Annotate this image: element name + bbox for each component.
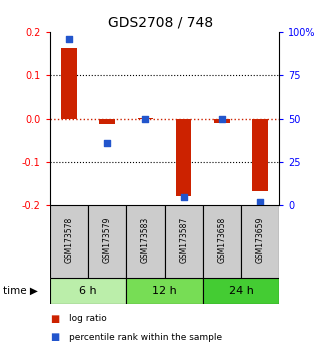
Bar [253,119,268,192]
Bar [50,278,126,304]
Bar [88,205,126,278]
Point [66,36,72,42]
Text: log ratio: log ratio [69,314,107,323]
Point [257,199,263,205]
Bar [126,205,164,278]
Bar [214,119,230,123]
Bar [126,278,203,304]
Bar [100,119,115,124]
Point [143,116,148,121]
Text: 12 h: 12 h [152,286,177,296]
Bar [138,118,153,119]
Text: GSM173659: GSM173659 [256,217,265,263]
Point [105,140,110,146]
Bar [164,205,203,278]
Point [219,116,224,121]
Text: GSM173658: GSM173658 [217,217,226,263]
Text: GSM173587: GSM173587 [179,217,188,263]
Text: GSM173578: GSM173578 [65,217,74,263]
Point [181,194,186,200]
Bar [241,205,279,278]
Bar [61,48,76,119]
Text: percentile rank within the sample: percentile rank within the sample [69,332,222,342]
Text: ■: ■ [50,332,59,342]
Text: ■: ■ [50,314,59,324]
Text: GDS2708 / 748: GDS2708 / 748 [108,16,213,30]
Text: time ▶: time ▶ [3,286,38,296]
Bar [203,278,279,304]
Text: 6 h: 6 h [79,286,97,296]
Bar [203,205,241,278]
Text: GSM173579: GSM173579 [103,217,112,263]
Bar [176,119,191,196]
Text: 24 h: 24 h [229,286,254,296]
Text: GSM173583: GSM173583 [141,217,150,263]
Bar [50,205,88,278]
